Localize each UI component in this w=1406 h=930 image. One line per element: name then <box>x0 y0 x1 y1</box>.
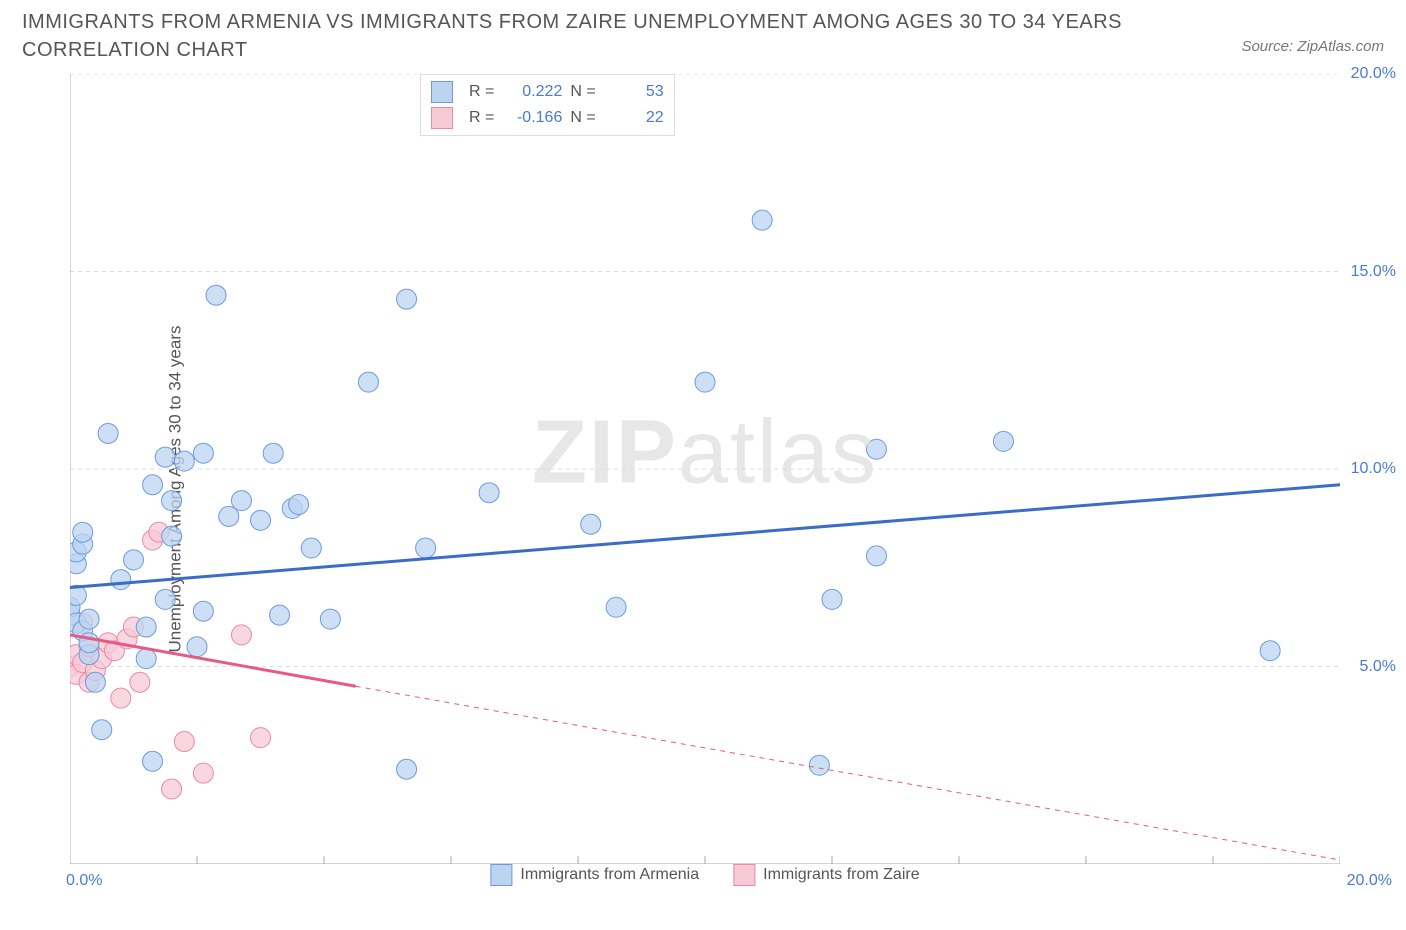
legend-item-armenia: Immigrants from Armenia <box>490 864 699 886</box>
swatch-armenia <box>431 81 453 103</box>
r-value-armenia: 0.222 <box>502 83 562 101</box>
scatter-plot-svg <box>70 74 1340 864</box>
legend-label-zaire: Immigrants from Zaire <box>763 866 919 883</box>
swatch-zaire <box>733 864 755 886</box>
r-value-zaire: -0.166 <box>502 109 562 127</box>
r-label: R = <box>469 83 494 101</box>
correlation-legend: R = 0.222 N = 53 R = -0.166 N = 22 <box>420 74 675 136</box>
chart-container: Unemployment Among Ages 30 to 34 years Z… <box>0 64 1406 914</box>
swatch-armenia <box>490 864 512 886</box>
n-label: N = <box>570 109 595 127</box>
legend-item-zaire: Immigrants from Zaire <box>733 864 919 886</box>
source-attribution: Source: ZipAtlas.com <box>1241 8 1384 55</box>
y-tick-label: 15.0% <box>1351 263 1396 281</box>
plot-area: ZIPatlas R = 0.222 N = 53 R = -0.166 N =… <box>70 74 1340 864</box>
r-label: R = <box>469 109 494 127</box>
series-legend: Immigrants from Armenia Immigrants from … <box>490 864 919 886</box>
n-value-armenia: 53 <box>604 83 664 101</box>
legend-row-zaire: R = -0.166 N = 22 <box>431 105 664 131</box>
n-value-zaire: 22 <box>604 109 664 127</box>
chart-title: IMMIGRANTS FROM ARMENIA VS IMMIGRANTS FR… <box>22 8 1122 64</box>
legend-label-armenia: Immigrants from Armenia <box>520 866 699 883</box>
n-label: N = <box>570 83 595 101</box>
x-origin-label: 0.0% <box>66 872 102 890</box>
legend-row-armenia: R = 0.222 N = 53 <box>431 79 664 105</box>
x-max-label: 20.0% <box>1347 872 1392 890</box>
swatch-zaire <box>431 107 453 129</box>
y-tick-label: 20.0% <box>1351 65 1396 83</box>
y-tick-label: 10.0% <box>1351 460 1396 478</box>
y-tick-label: 5.0% <box>1360 658 1396 676</box>
